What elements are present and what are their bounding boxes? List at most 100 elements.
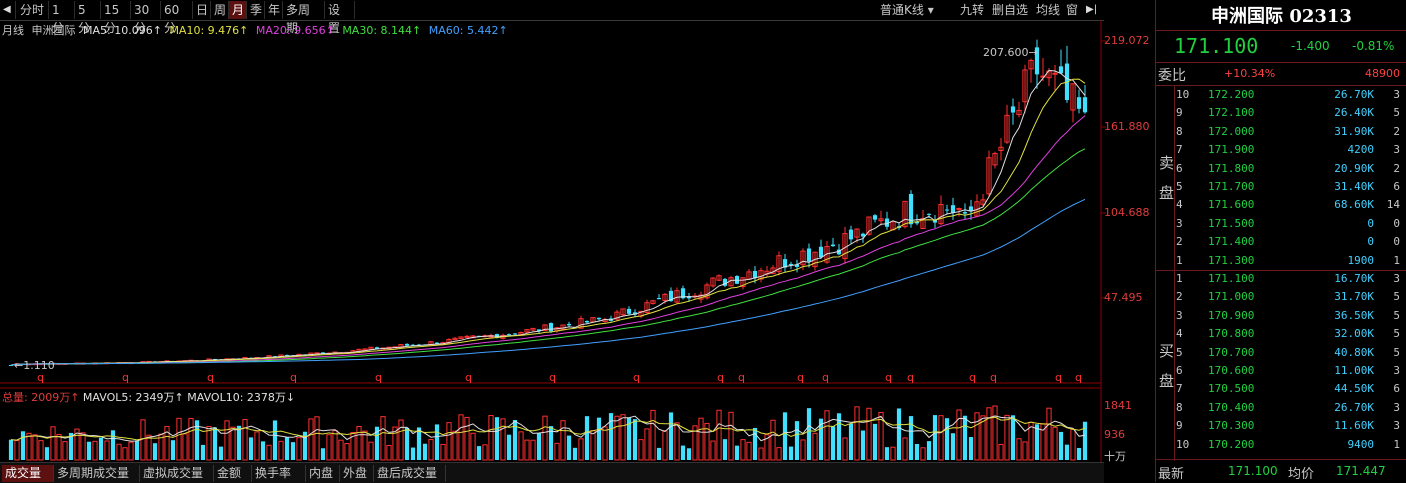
period-tab-7[interactable]: 周 [211, 1, 229, 19]
buy-row[interactable]: 5 170.700 40.80K 5 [1176, 346, 1404, 361]
next-arrow-icon[interactable]: ▶| [1086, 4, 1098, 15]
event-marker[interactable]: q [633, 371, 640, 384]
period-tab-10[interactable]: 年 [265, 1, 283, 19]
sell-row[interactable]: 2 171.400 0 0 [1176, 235, 1404, 250]
period-tab-8[interactable]: 月 [229, 1, 247, 19]
sell-row[interactable]: 10 172.200 26.70K 3 [1176, 88, 1404, 103]
period-tab-4[interactable]: 30分 [131, 1, 161, 35]
candle-body [1010, 106, 1016, 113]
indicator-tab-0[interactable]: 成交量 [2, 465, 54, 482]
indicator-tab-6[interactable]: 外盘 [340, 465, 374, 482]
volume-bar [362, 430, 368, 461]
candle-body [674, 290, 680, 303]
ma-button[interactable]: 均线 [1036, 3, 1061, 17]
sell-row[interactable]: 5 171.700 31.40K 6 [1176, 180, 1404, 195]
sell-row[interactable]: 6 171.800 20.90K 2 [1176, 162, 1404, 177]
volume-bar [740, 439, 746, 461]
period-tab-9[interactable]: 季 [247, 1, 265, 19]
indicator-tab-7[interactable]: 盘后成交量 [374, 465, 446, 482]
buy-row[interactable]: 9 170.300 11.60K 3 [1176, 419, 1404, 434]
event-marker[interactable]: q [738, 371, 745, 384]
period-tab-6[interactable]: 日 [193, 1, 211, 19]
volume-bar [434, 424, 440, 460]
volume-tick-label: 936 [1104, 428, 1125, 441]
indicator-tab-2[interactable]: 虚拟成交量 [140, 465, 214, 482]
buy-row[interactable]: 7 170.500 44.50K 6 [1176, 382, 1404, 397]
event-marker[interactable]: q [822, 371, 829, 384]
nine-turn-button[interactable]: 九转 [960, 3, 985, 17]
period-tab-0[interactable]: 分时 [17, 1, 49, 19]
indicator-tab-1[interactable]: 多周期成交量 [54, 465, 140, 482]
volume-bar [974, 412, 980, 461]
sell-vol: 4200 [1347, 143, 1375, 157]
volume-bar [62, 441, 68, 461]
event-marker[interactable]: q [990, 371, 997, 384]
indicator-tab-3[interactable]: 金额 [214, 465, 252, 482]
event-marker[interactable]: q [122, 371, 129, 384]
candle-body [812, 251, 818, 268]
sell-row[interactable]: 1 171.300 1900 1 [1176, 254, 1404, 269]
event-marker[interactable]: q [375, 371, 382, 384]
sell-row[interactable]: 7 171.900 4200 3 [1176, 143, 1404, 158]
volume-bar [1034, 424, 1040, 460]
event-marker[interactable]: q [969, 371, 976, 384]
event-marker[interactable]: q [465, 371, 472, 384]
candles [8, 39, 1088, 366]
period-tab-2[interactable]: 5分 [75, 1, 101, 35]
indicator-tab-4[interactable]: 换手率 [252, 465, 306, 482]
buy-row[interactable]: 1 171.100 16.70K 3 [1176, 272, 1404, 287]
volume-bar [404, 427, 410, 460]
volume-bar [782, 412, 788, 460]
event-marker[interactable]: q [1055, 371, 1062, 384]
buy-row[interactable]: 6 170.600 11.00K 3 [1176, 364, 1404, 379]
remove-watchlist-button[interactable]: 删自选 [992, 3, 1029, 17]
sell-row[interactable]: 9 172.100 26.40K 5 [1176, 106, 1404, 121]
period-tab-5[interactable]: 60分 [161, 1, 193, 35]
buy-row[interactable]: 8 170.400 26.70K 3 [1176, 401, 1404, 416]
buy-cnt: 6 [1393, 382, 1400, 396]
buy-row[interactable]: 4 170.800 32.00K 5 [1176, 327, 1404, 342]
volume-bar [830, 426, 836, 460]
buy-cnt: 5 [1393, 327, 1400, 341]
order-ratio-label: 委比 [1158, 68, 1186, 84]
volume-bar [176, 417, 182, 461]
event-marker[interactable]: q [1075, 371, 1082, 384]
candle-body [398, 344, 404, 349]
period-tab-12[interactable]: 设置 [325, 1, 355, 35]
candle-body [914, 222, 920, 224]
period-tab-3[interactable]: 15分 [101, 1, 131, 35]
mavol10-label: MAVOL10: 2378万↓ [187, 391, 296, 404]
candle-body [458, 336, 464, 340]
event-marker[interactable]: q [797, 371, 804, 384]
event-marker[interactable]: q [885, 371, 892, 384]
buy-lv: 9 [1176, 419, 1183, 433]
buy-row[interactable]: 10 170.200 9400 1 [1176, 438, 1404, 453]
event-marker[interactable]: q [290, 371, 297, 384]
sell-row[interactable]: 8 172.000 31.90K 2 [1176, 125, 1404, 140]
event-marker[interactable]: q [907, 371, 914, 384]
volume-bar [68, 432, 74, 460]
period-tab-1[interactable]: 1分 [49, 1, 75, 35]
event-marker[interactable]: q [717, 371, 724, 384]
volume-bar [1004, 414, 1010, 461]
buy-row[interactable]: 2 171.000 31.70K 5 [1176, 290, 1404, 305]
sell-row[interactable]: 4 171.600 68.60K 14 [1176, 198, 1404, 213]
kline-type-select[interactable]: 普通K线 ▾ [880, 3, 934, 17]
volume-bar [1076, 447, 1082, 460]
buy-row[interactable]: 3 170.900 36.50K 5 [1176, 309, 1404, 324]
volume-bar [332, 430, 338, 461]
event-marker[interactable]: q [207, 371, 214, 384]
prev-arrow-icon[interactable]: ◀ [0, 1, 16, 19]
sell-row[interactable]: 3 171.500 0 0 [1176, 217, 1404, 232]
event-marker[interactable]: q [37, 371, 44, 384]
window-button[interactable]: 窗 [1066, 3, 1079, 17]
volume-bar [182, 433, 188, 461]
event-marker[interactable]: q [549, 371, 556, 384]
sell-price: 171.500 [1208, 216, 1255, 230]
volume-bar [56, 433, 62, 461]
buy-price: 170.500 [1208, 382, 1255, 396]
indicator-tab-5[interactable]: 内盘 [306, 465, 340, 482]
volume-bar [668, 412, 674, 460]
period-tab-11[interactable]: 多周期 [283, 1, 325, 35]
